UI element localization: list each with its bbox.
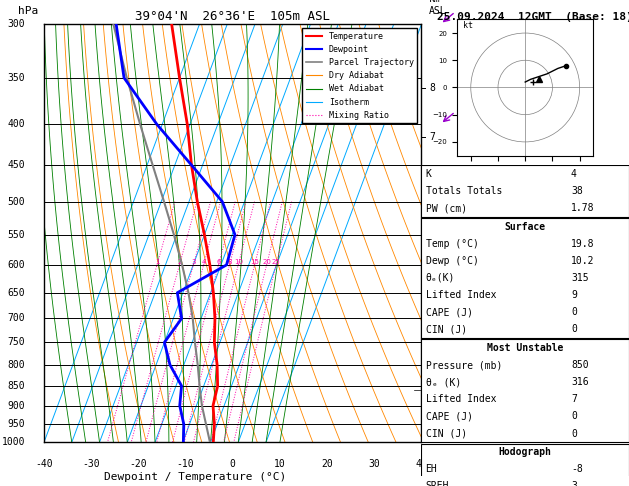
Text: 6: 6 bbox=[429, 179, 435, 189]
Text: 750: 750 bbox=[8, 337, 25, 347]
Text: 1: 1 bbox=[429, 400, 435, 411]
Text: km
ASL: km ASL bbox=[429, 0, 447, 16]
Text: 400: 400 bbox=[8, 119, 25, 129]
Text: Lifted Index: Lifted Index bbox=[426, 394, 496, 404]
Text: 1.78: 1.78 bbox=[571, 203, 594, 213]
Text: PW (cm): PW (cm) bbox=[426, 203, 467, 213]
Text: 25.09.2024  12GMT  (Base: 18): 25.09.2024 12GMT (Base: 18) bbox=[437, 12, 629, 22]
Text: 600: 600 bbox=[8, 260, 25, 270]
Text: Surface: Surface bbox=[504, 222, 546, 232]
Text: θₑ(K): θₑ(K) bbox=[426, 273, 455, 283]
Text: 3: 3 bbox=[191, 259, 196, 265]
Text: 1: 1 bbox=[155, 259, 159, 265]
Text: -40: -40 bbox=[35, 459, 53, 469]
Text: 1000: 1000 bbox=[2, 437, 25, 447]
Text: 700: 700 bbox=[8, 313, 25, 324]
Text: 9: 9 bbox=[571, 290, 577, 300]
Text: 8: 8 bbox=[429, 83, 435, 93]
Text: 650: 650 bbox=[8, 288, 25, 298]
Text: 315: 315 bbox=[571, 273, 589, 283]
Text: 550: 550 bbox=[8, 230, 25, 240]
FancyBboxPatch shape bbox=[421, 165, 629, 217]
Text: Hodograph: Hodograph bbox=[499, 447, 552, 457]
Text: EH: EH bbox=[426, 464, 437, 474]
Text: 0: 0 bbox=[230, 459, 236, 469]
Text: 900: 900 bbox=[8, 400, 25, 411]
Text: θₑ (K): θₑ (K) bbox=[426, 377, 461, 387]
Text: Mixing Ratio (g/kg): Mixing Ratio (g/kg) bbox=[462, 177, 472, 289]
Text: 20: 20 bbox=[321, 459, 333, 469]
Text: 4: 4 bbox=[429, 271, 435, 281]
Text: 38: 38 bbox=[571, 186, 582, 196]
Text: 6: 6 bbox=[216, 259, 221, 265]
Text: Most Unstable: Most Unstable bbox=[487, 343, 564, 353]
Text: 20: 20 bbox=[262, 259, 271, 265]
Text: 850: 850 bbox=[571, 360, 589, 370]
Text: Temp (°C): Temp (°C) bbox=[426, 239, 479, 249]
Text: 850: 850 bbox=[8, 381, 25, 391]
Text: 350: 350 bbox=[8, 73, 25, 83]
Text: 2: 2 bbox=[429, 360, 435, 370]
Text: 316: 316 bbox=[571, 377, 589, 387]
Text: 3: 3 bbox=[429, 313, 435, 324]
Text: 950: 950 bbox=[8, 419, 25, 430]
FancyBboxPatch shape bbox=[421, 218, 629, 338]
Text: 19.8: 19.8 bbox=[571, 239, 594, 249]
Text: 7: 7 bbox=[429, 132, 435, 142]
Text: 10.2: 10.2 bbox=[571, 256, 594, 266]
Text: 15: 15 bbox=[250, 259, 259, 265]
Text: -10: -10 bbox=[177, 459, 194, 469]
Text: SREH: SREH bbox=[426, 482, 449, 486]
FancyBboxPatch shape bbox=[421, 444, 629, 486]
X-axis label: Dewpoint / Temperature (°C): Dewpoint / Temperature (°C) bbox=[104, 471, 286, 482]
Text: CIN (J): CIN (J) bbox=[426, 324, 467, 334]
Text: kt: kt bbox=[462, 20, 472, 30]
Text: LCL: LCL bbox=[429, 385, 447, 395]
Text: CAPE (J): CAPE (J) bbox=[426, 412, 472, 421]
Text: 40: 40 bbox=[416, 459, 427, 469]
Text: CIN (J): CIN (J) bbox=[426, 429, 467, 438]
Text: 5: 5 bbox=[429, 226, 435, 237]
Legend: Temperature, Dewpoint, Parcel Trajectory, Dry Adiabat, Wet Adiabat, Isotherm, Mi: Temperature, Dewpoint, Parcel Trajectory… bbox=[303, 29, 417, 123]
Text: 10: 10 bbox=[274, 459, 286, 469]
Text: -30: -30 bbox=[82, 459, 100, 469]
Text: Lifted Index: Lifted Index bbox=[426, 290, 496, 300]
Text: 30: 30 bbox=[369, 459, 380, 469]
Text: 25: 25 bbox=[272, 259, 281, 265]
Text: Dewp (°C): Dewp (°C) bbox=[426, 256, 479, 266]
Text: 800: 800 bbox=[8, 360, 25, 370]
Text: Pressure (mb): Pressure (mb) bbox=[426, 360, 502, 370]
Text: 0: 0 bbox=[571, 429, 577, 438]
Text: 4: 4 bbox=[571, 169, 577, 179]
Text: -8: -8 bbox=[571, 464, 582, 474]
FancyBboxPatch shape bbox=[421, 339, 629, 442]
Text: 500: 500 bbox=[8, 197, 25, 207]
Text: 300: 300 bbox=[8, 19, 25, 29]
Text: 450: 450 bbox=[8, 160, 25, 170]
Text: -20: -20 bbox=[130, 459, 147, 469]
Text: 4: 4 bbox=[201, 259, 206, 265]
Text: 0: 0 bbox=[571, 307, 577, 317]
Text: 7: 7 bbox=[571, 394, 577, 404]
Text: 10: 10 bbox=[234, 259, 243, 265]
Text: hPa: hPa bbox=[18, 6, 38, 16]
Text: 0: 0 bbox=[571, 412, 577, 421]
Text: 3: 3 bbox=[571, 482, 577, 486]
Text: K: K bbox=[426, 169, 431, 179]
Text: 8: 8 bbox=[227, 259, 231, 265]
Title: 39°04'N  26°36'E  105m ASL: 39°04'N 26°36'E 105m ASL bbox=[135, 10, 330, 23]
Text: CAPE (J): CAPE (J) bbox=[426, 307, 472, 317]
Text: 2: 2 bbox=[177, 259, 182, 265]
Text: 0: 0 bbox=[571, 324, 577, 334]
Text: Totals Totals: Totals Totals bbox=[426, 186, 502, 196]
